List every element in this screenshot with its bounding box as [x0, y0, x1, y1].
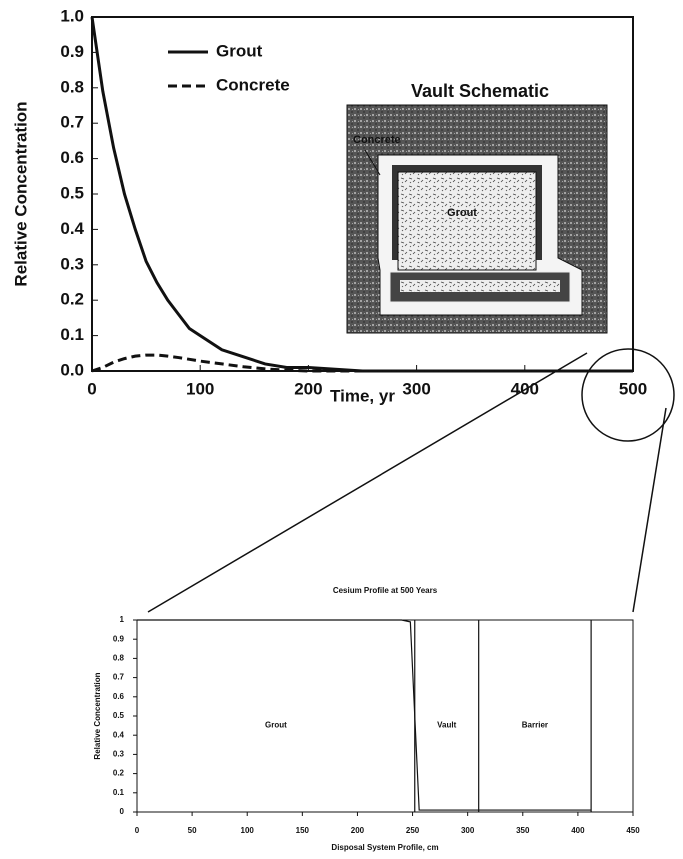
x-tick-label: 200	[351, 826, 365, 835]
y-axis-label: Relative Concentration	[11, 101, 30, 286]
y-tick-label: 0.9	[60, 42, 84, 61]
region-label: Grout	[265, 721, 287, 730]
figure: Vault Schematic Concrete Grout 0.0 0.1 0.2…	[0, 0, 683, 859]
inset-label: Grout	[447, 207, 477, 219]
x-axis-label: Time, yr	[330, 386, 395, 405]
time-chart: Vault Schematic Concrete Grout 0.0 0.1 0.2…	[11, 6, 647, 405]
y-tick-label: 0.9	[113, 634, 125, 643]
chart-title: Cesium Profile at 500 Years	[333, 586, 438, 595]
y-tick-label: 0	[120, 807, 125, 816]
region-label: Vault	[437, 721, 456, 730]
x-tick-label: 250	[406, 826, 420, 835]
series-line	[92, 355, 633, 371]
y-tick-label: 0.2	[113, 769, 125, 778]
vault-schematic: Vault Schematic Concrete Grout	[347, 81, 607, 333]
y-tick-label: 0.3	[60, 254, 84, 273]
region-label: Barrier	[522, 721, 548, 730]
y-tick-label: 0.3	[113, 750, 125, 759]
y-tick-label: 0.5	[60, 183, 84, 202]
y-tick-label: 0.2	[60, 290, 84, 309]
plot-frame	[137, 620, 633, 812]
y-tick-label: 0.8	[113, 654, 125, 663]
y-axis-label: Relative Concentration	[93, 672, 102, 759]
x-tick-label: 500	[619, 379, 647, 398]
x-tick-label: 300	[461, 826, 475, 835]
x-tick-label: 100	[241, 826, 255, 835]
y-tick-label: 0.5	[113, 711, 125, 720]
x-tick-label: 450	[626, 826, 640, 835]
y-tick-label: 0.8	[60, 77, 84, 96]
x-tick-label: 350	[516, 826, 530, 835]
legend-label: Concrete	[216, 75, 290, 94]
x-tick-label: 150	[296, 826, 310, 835]
inset-title: Vault Schematic	[411, 81, 549, 101]
x-tick-label: 300	[402, 379, 430, 398]
x-tick-label: 200	[294, 379, 322, 398]
x-tick-label: 400	[571, 826, 585, 835]
y-tick-label: 0.4	[113, 730, 125, 739]
y-tick-label: 1	[120, 615, 125, 624]
x-axis-label: Disposal System Profile, cm	[331, 843, 438, 852]
x-tick-label: 0	[87, 379, 96, 398]
legend-label: Grout	[216, 41, 263, 60]
y-tick-label: 0.0	[60, 360, 84, 379]
inset-label: Concrete	[353, 134, 401, 146]
y-tick-label: 0.6	[113, 692, 125, 701]
profile-chart: 0 0.1 0.2 0.3 0.4 0.5 0.6 0.7 0.8 0.9 1 0 50 100 150 20…	[93, 586, 640, 852]
y-tick-label: 1.0	[60, 6, 84, 25]
x-tick-label: 100	[186, 379, 214, 398]
y-tick-label: 0.7	[60, 113, 84, 132]
y-tick-label: 0.4	[60, 219, 84, 238]
y-tick-label: 0.1	[113, 788, 125, 797]
y-tick-label: 0.7	[113, 673, 125, 682]
x-tick-label: 50	[188, 826, 197, 835]
y-tick-label: 0.6	[60, 148, 84, 167]
page: {"chart_data": [ {"type": "line", "xlabe…	[0, 0, 683, 859]
y-tick-label: 0.1	[60, 325, 84, 344]
x-tick-label: 0	[135, 826, 140, 835]
series-line	[137, 620, 591, 810]
